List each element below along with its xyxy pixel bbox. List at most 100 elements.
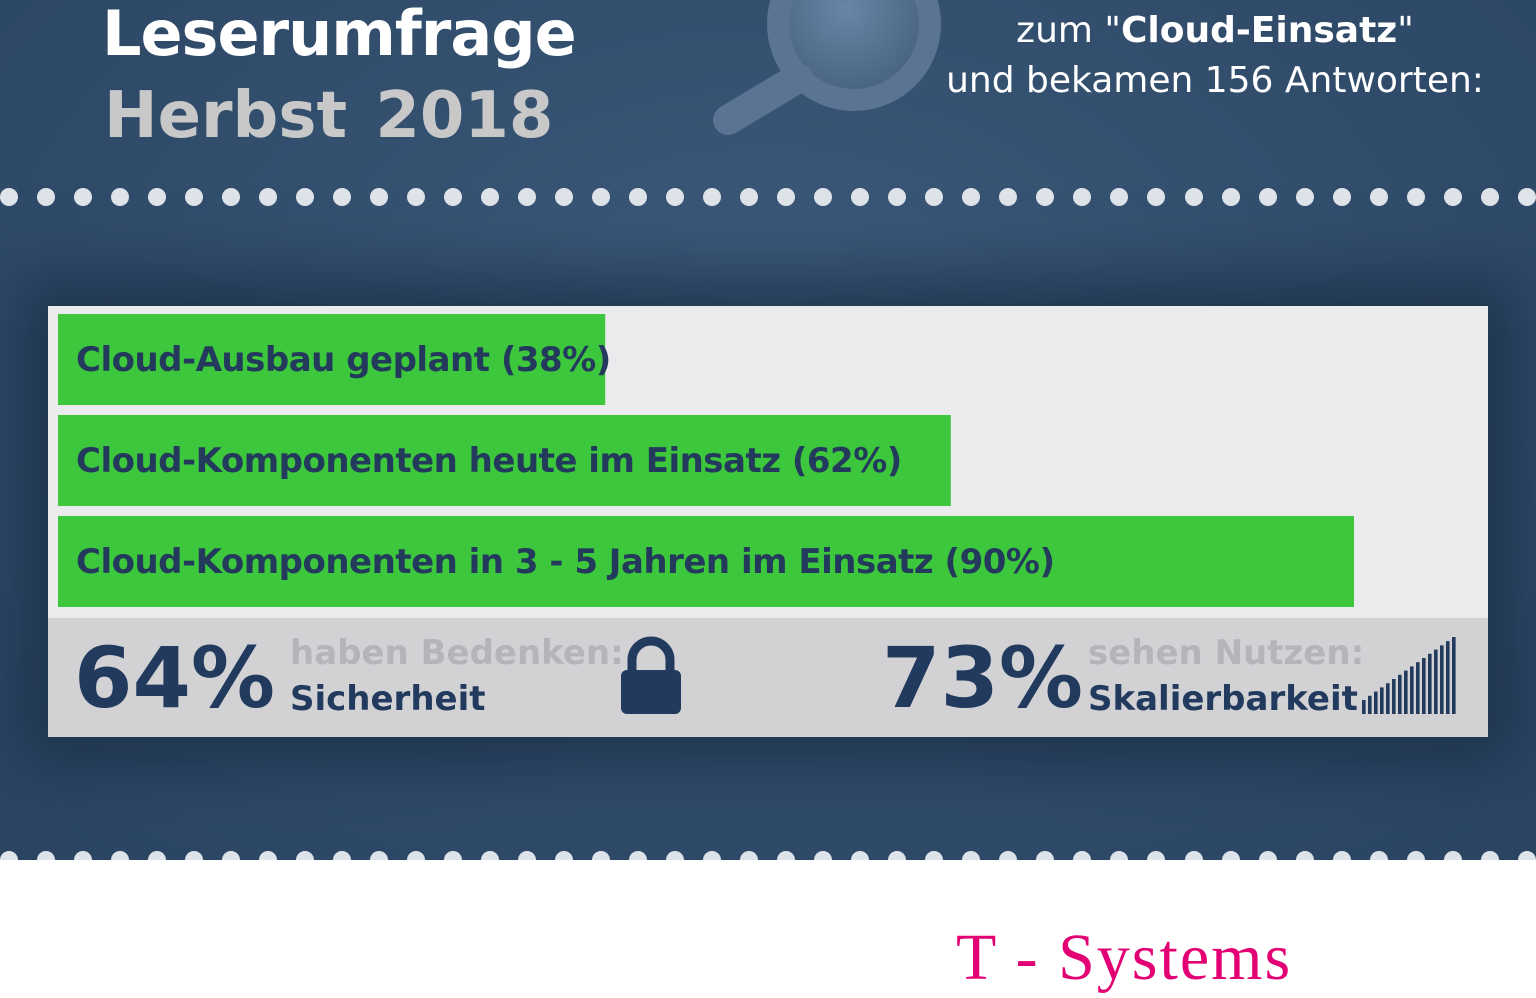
scaling-bar [1428,653,1432,714]
stat-scalability-percent: 73% [882,629,1084,727]
divider-dot [222,188,241,206]
divider-dot [1517,188,1536,206]
divider-dot [1517,851,1536,860]
scaling-bar [1422,658,1426,714]
scaling-bar [1380,687,1384,714]
divider-dot [1332,188,1351,206]
stat-scalability-label: Skalierbarkeit [1088,679,1358,719]
survey-subtitle: Herbst 2018 [104,79,554,153]
divider-dot [1258,851,1277,860]
scaling-bar [1452,637,1456,714]
divider-dot [1184,851,1203,860]
stat-security-label: Sicherheit [290,679,486,719]
sponsor-logo: T - Systems [956,921,1293,994]
divider-dot [259,188,278,206]
divider-dot [1147,188,1166,206]
divider-dot [1480,188,1499,206]
bar-2 [58,415,951,506]
magnifier-icon [713,0,941,135]
bar-label-3: Cloud-Komponenten in 3 - 5 Jahren im Ein… [76,542,1055,582]
divider-dot [518,851,537,860]
divider-dots-bottom [0,851,1536,860]
scaling-bar [1404,670,1408,714]
divider-dot [888,851,907,860]
divider-dot [666,851,685,860]
hero-section: Leserumfrage Herbst 2018 zum "Cloud-Eins… [0,0,1536,860]
divider-dot [333,851,352,860]
divider-dot [222,851,241,860]
divider-dot [814,851,833,860]
divider-dot [296,188,315,206]
divider-dot [1443,188,1462,206]
divider-dot [1406,188,1425,206]
divider-dot [555,851,574,860]
divider-dot [703,851,722,860]
divider-dot [592,188,611,206]
bar-label-1: Cloud-Ausbau geplant (38%) [76,340,611,380]
intro-line-2: und bekamen 156 Antworten: [946,60,1484,101]
divider-dot [333,188,352,206]
divider-dot [851,851,870,860]
divider-dot [1221,188,1240,206]
divider-dot [185,188,204,206]
divider-dot [370,188,389,206]
divider-dot [518,188,537,206]
divider-dot [0,851,18,860]
divider-dot [1110,188,1129,206]
divider-dot [185,851,204,860]
divider-dot [703,188,722,206]
divider-dot [37,188,56,206]
divider-dot [629,188,648,206]
divider-dot [1369,851,1388,860]
stats-band [48,618,1488,737]
scaling-bar [1440,645,1444,714]
divider-dot [296,851,315,860]
divider-dot [37,851,56,860]
divider-dot [1480,851,1499,860]
divider-dot [962,188,981,206]
divider-dot [814,188,833,206]
scaling-bar [1410,666,1414,714]
divider-dot [1036,188,1055,206]
divider-dot [925,188,944,206]
divider-dot [444,851,463,860]
intro-line-1: zum "Cloud-Einsatz" [1016,10,1414,51]
divider-dot [999,851,1018,860]
survey-title: Leserumfrage [102,0,577,70]
divider-dot [111,851,130,860]
divider-dot [777,188,796,206]
scaling-bars-icon [1362,637,1456,714]
divider-dot [481,851,500,860]
divider-dot [1295,851,1314,860]
divider-dot [629,851,648,860]
scaling-bar [1392,679,1396,714]
divider-dot [1295,188,1314,206]
scaling-bar [1398,674,1402,714]
scaling-bar [1362,700,1366,714]
scaling-bar [1434,649,1438,714]
bar-1 [58,314,606,405]
divider-dot [74,851,93,860]
divider-dot [1184,188,1203,206]
divider-dot [666,188,685,206]
scaling-bar [1416,662,1420,714]
divider-dot [1073,188,1092,206]
stat-security-percent: 64% [74,629,276,727]
scaling-bar [1446,641,1450,714]
divider-dot [74,188,93,206]
bar-3 [58,516,1354,607]
divider-dot [1221,851,1240,860]
divider-dot [962,851,981,860]
divider-dot [481,188,500,206]
divider-dot [370,851,389,860]
divider-dot [1147,851,1166,860]
divider-dot [444,188,463,206]
divider-dot [1036,851,1055,860]
divider-dot [740,188,759,206]
survey-intro: zum "Cloud-Einsatz" und bekamen 156 Antw… [900,6,1530,106]
divider-dots-top [0,188,1536,208]
divider-dot [888,188,907,206]
divider-dot [407,188,426,206]
bar-chart [58,314,1354,607]
divider-dot [407,851,426,860]
